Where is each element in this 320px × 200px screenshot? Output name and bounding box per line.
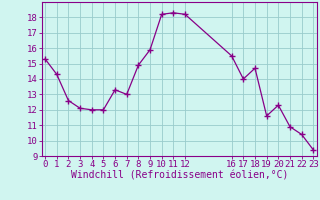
X-axis label: Windchill (Refroidissement éolien,°C): Windchill (Refroidissement éolien,°C) bbox=[70, 171, 288, 181]
